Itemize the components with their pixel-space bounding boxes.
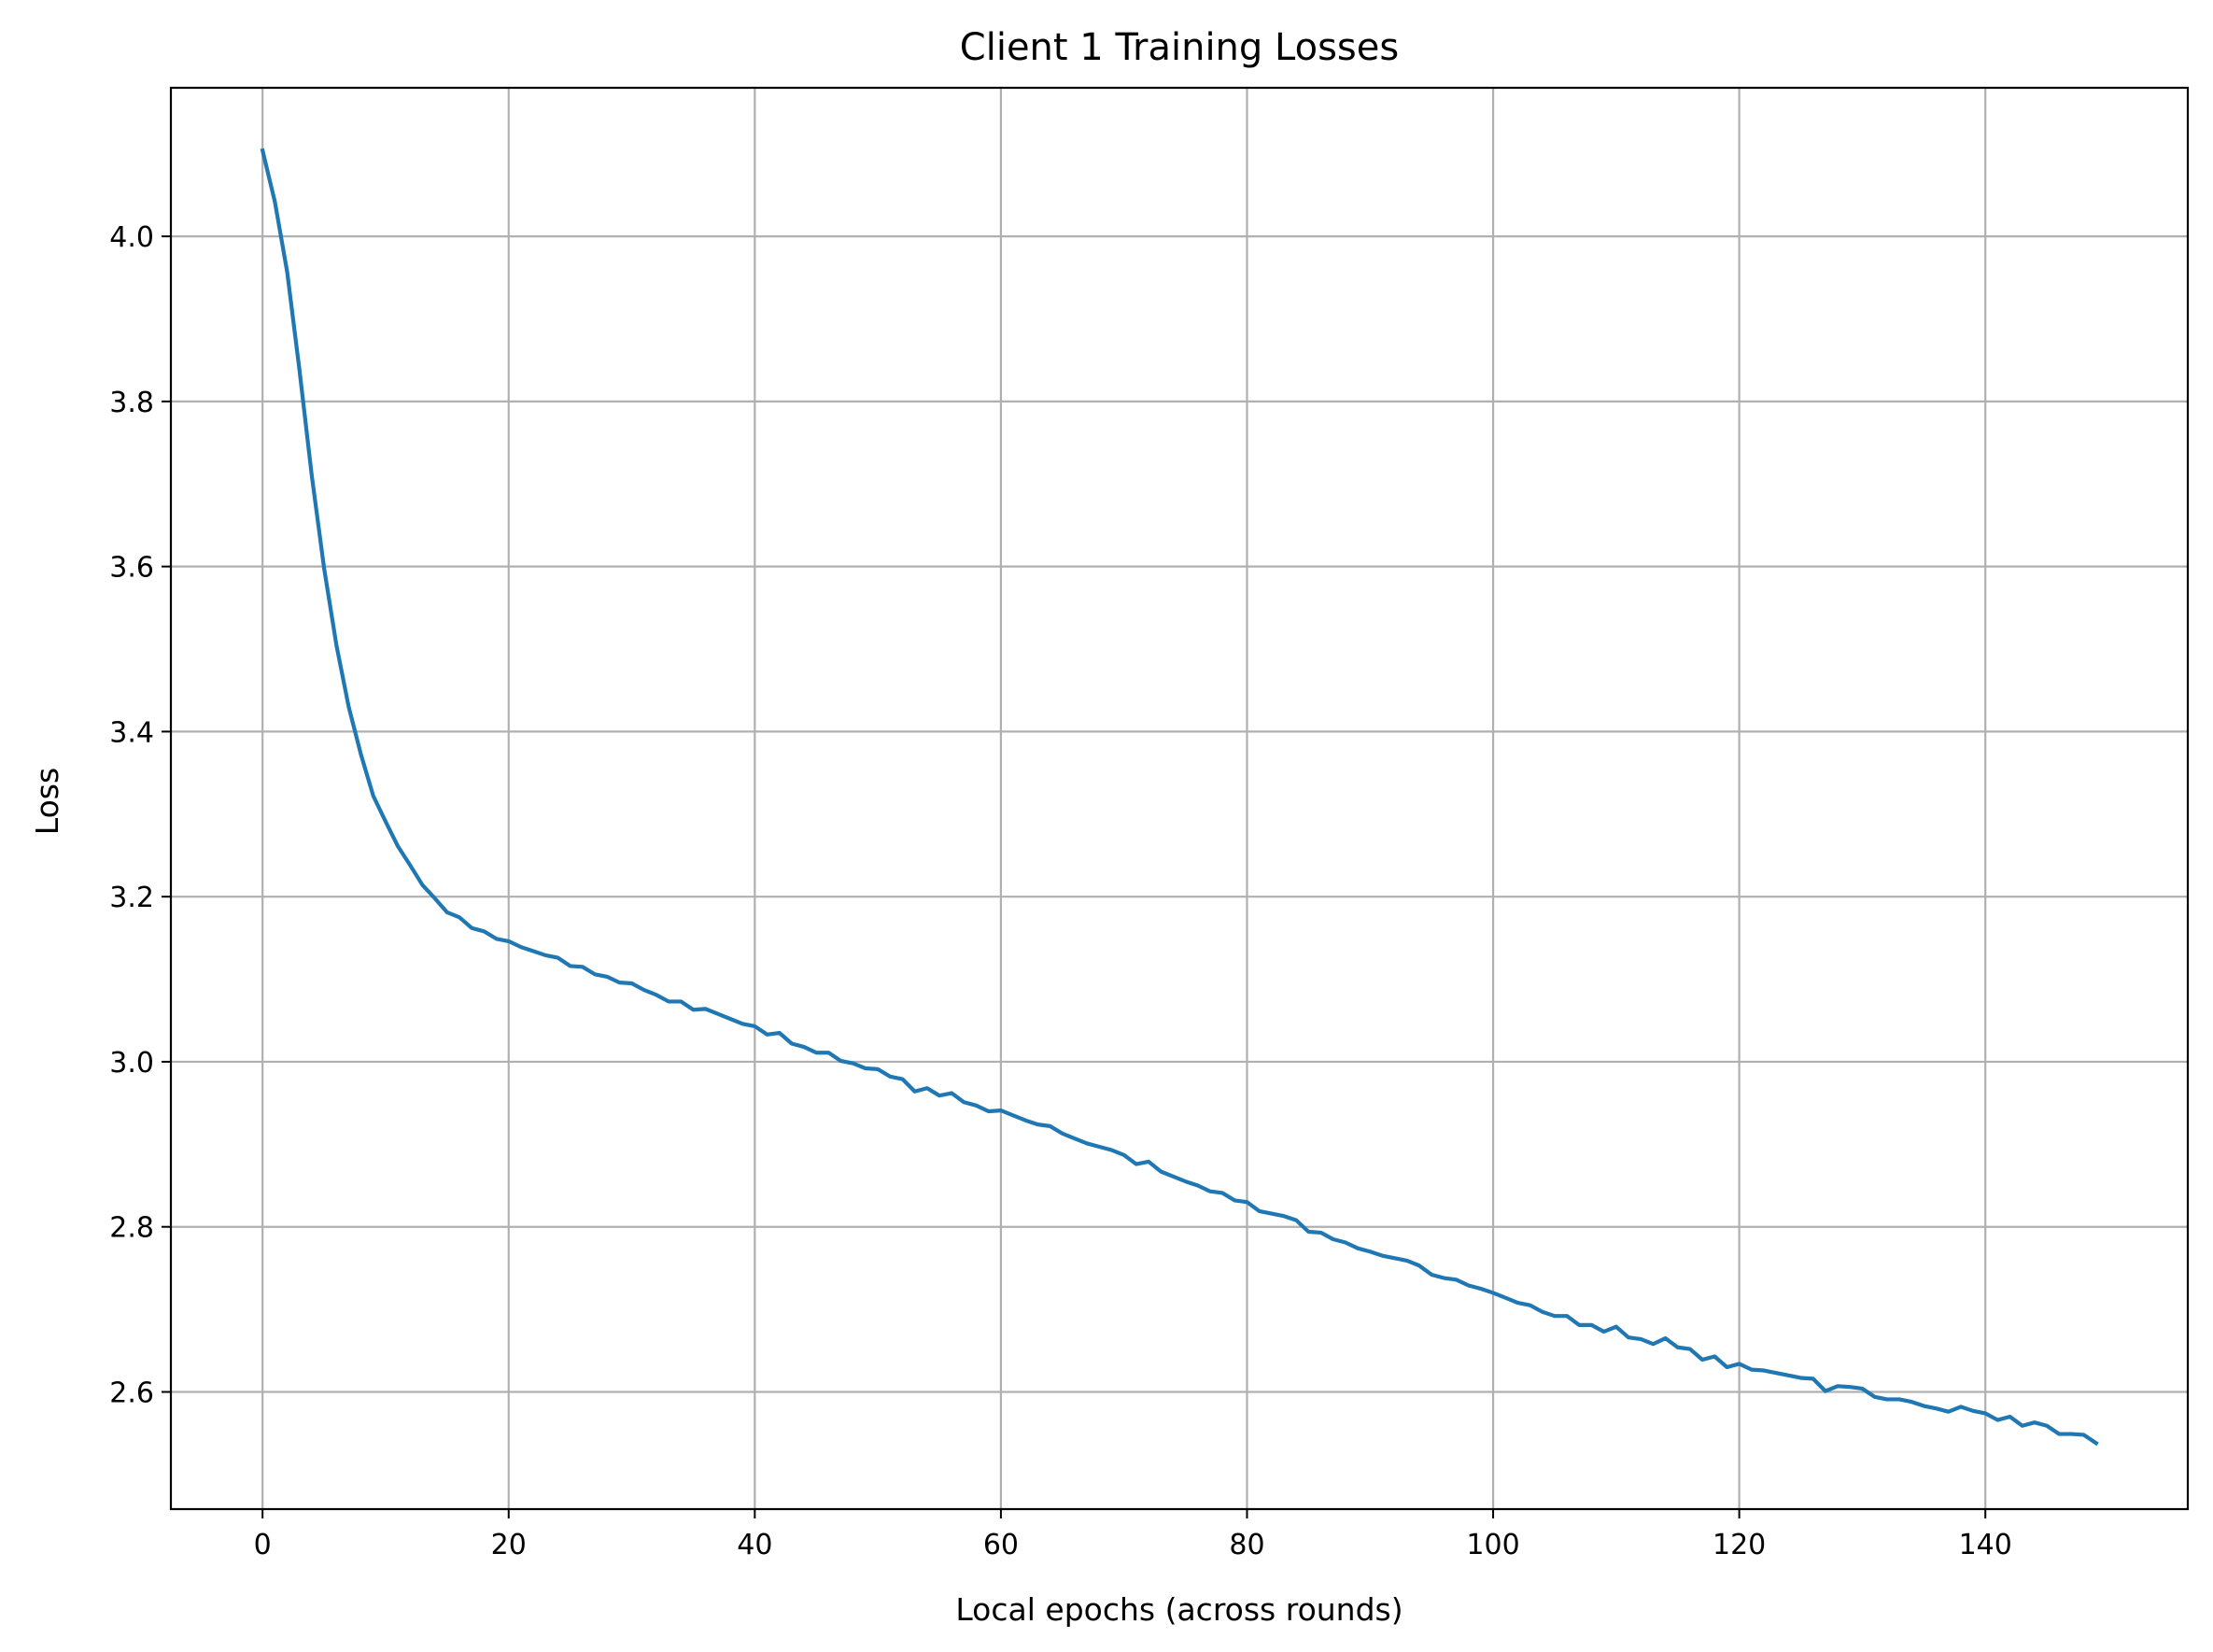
x-tick-label: 80 [1229, 1529, 1264, 1561]
x-tick-label: 20 [491, 1529, 527, 1561]
x-tick-label: 100 [1466, 1529, 1519, 1561]
x-tick-label: 140 [1959, 1529, 2012, 1561]
y-tick-label: 3.6 [109, 552, 154, 585]
y-tick-label: 3.2 [109, 882, 154, 914]
plot-frame [169, 86, 2190, 1511]
y-tick-label: 2.8 [109, 1212, 154, 1245]
x-tick-label: 40 [737, 1529, 772, 1561]
loss-series-line [260, 148, 2099, 1447]
y-axis-label: Loss [29, 768, 65, 835]
x-axis-label: Local epochs (across rounds) [955, 1591, 1403, 1628]
y-tick-label: 3.0 [109, 1047, 154, 1080]
y-tick-label: 4.0 [109, 221, 154, 254]
y-tick-label: 2.6 [109, 1377, 154, 1409]
y-tick-label: 3.8 [109, 387, 154, 419]
x-tick-label: 120 [1713, 1529, 1766, 1561]
grid [171, 88, 2188, 1509]
plot-lines [260, 148, 2099, 1447]
x-tick-label: 60 [983, 1529, 1019, 1561]
x-tick-label: 0 [254, 1529, 272, 1561]
ticks: 0 20 40 60 80 100 120 140 2.6 2.8 3.0 3.2 3.4 3.6 3.8 4… [109, 221, 2012, 1561]
y-tick-label: 3.4 [109, 716, 154, 749]
chart-title: Client 1 Training Losses [960, 26, 1399, 69]
